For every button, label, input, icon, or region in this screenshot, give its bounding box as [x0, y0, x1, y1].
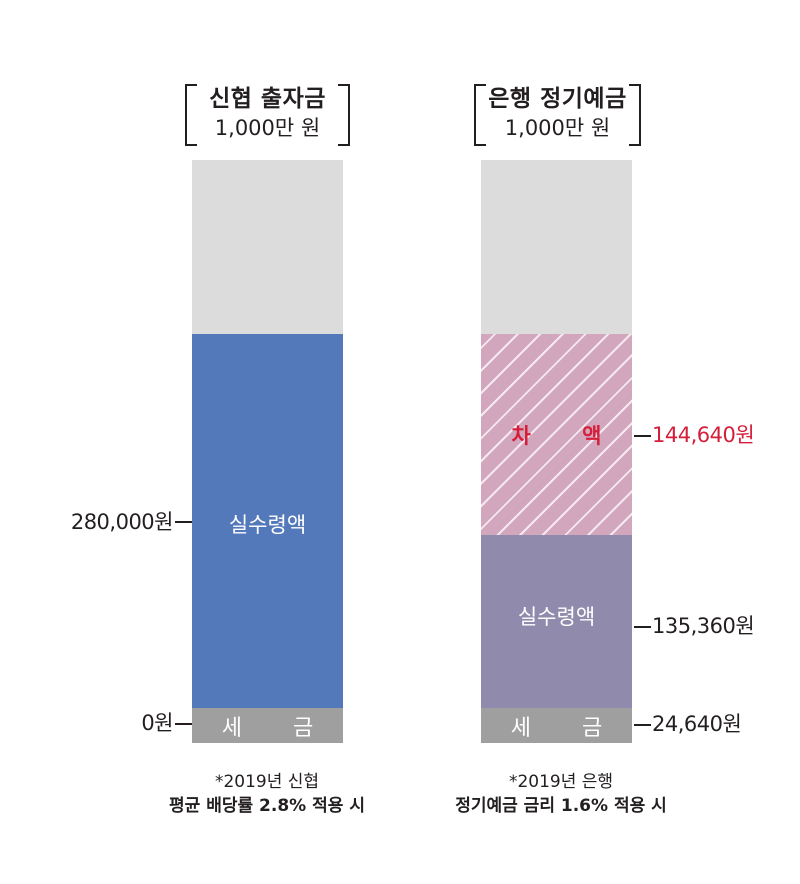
remaining-segment	[192, 160, 343, 334]
title-name: 은행 정기예금	[488, 86, 627, 112]
right-bracket	[338, 84, 350, 146]
tax-value-label: 24,640원	[652, 712, 742, 736]
net-income-segment: 실수령액	[192, 334, 343, 708]
tax-value-tick	[175, 723, 192, 725]
title-amount: 1,000만 원	[214, 116, 321, 140]
difference-value-tick	[634, 435, 651, 437]
credit-union-note: *2019년 신협 평균 배당률 2.8% 적용 시	[167, 770, 367, 818]
note-line-1: *2019년 신협	[214, 772, 320, 792]
note-line-2: 정기예금 금리 1.6% 적용 시	[455, 796, 667, 816]
difference-segment: 차 액	[481, 334, 632, 535]
bank-bar: 차 액 실수령액 세 금	[481, 160, 632, 743]
tax-segment: 세 금	[481, 708, 632, 743]
difference-value-label: 144,640원	[652, 423, 755, 447]
credit-union-bar: 실수령액 세 금	[192, 160, 343, 743]
net-value-label: 135,360원	[652, 614, 755, 638]
net-value-tick	[175, 521, 192, 523]
net-income-label: 실수령액	[228, 513, 307, 537]
tax-segment: 세 금	[192, 708, 343, 743]
title-amount: 1,000만 원	[504, 116, 611, 140]
difference-label: 차 액	[511, 423, 624, 448]
note-line-1: *2019년 은행	[508, 772, 614, 792]
right-bracket	[629, 84, 641, 146]
net-value-label: 280,000원	[70, 510, 174, 534]
net-value-tick	[634, 626, 651, 628]
tax-value-tick	[634, 724, 651, 726]
tax-label: 세 금	[221, 715, 336, 741]
credit-union-title: 신협 출자금 1,000만 원	[192, 84, 343, 142]
left-bracket	[474, 84, 486, 146]
title-name: 신협 출자금	[209, 86, 326, 112]
bank-title: 은행 정기예금 1,000만 원	[476, 84, 639, 142]
remaining-segment	[481, 160, 632, 334]
net-income-segment: 실수령액	[481, 535, 632, 708]
net-income-label: 실수령액	[517, 604, 596, 629]
tax-value-label: 0원	[141, 711, 173, 735]
left-bracket	[185, 84, 197, 146]
note-line-2: 평균 배당률 2.8% 적용 시	[169, 796, 365, 816]
bank-note: *2019년 은행 정기예금 금리 1.6% 적용 시	[441, 770, 681, 818]
tax-label: 세 금	[510, 715, 625, 741]
